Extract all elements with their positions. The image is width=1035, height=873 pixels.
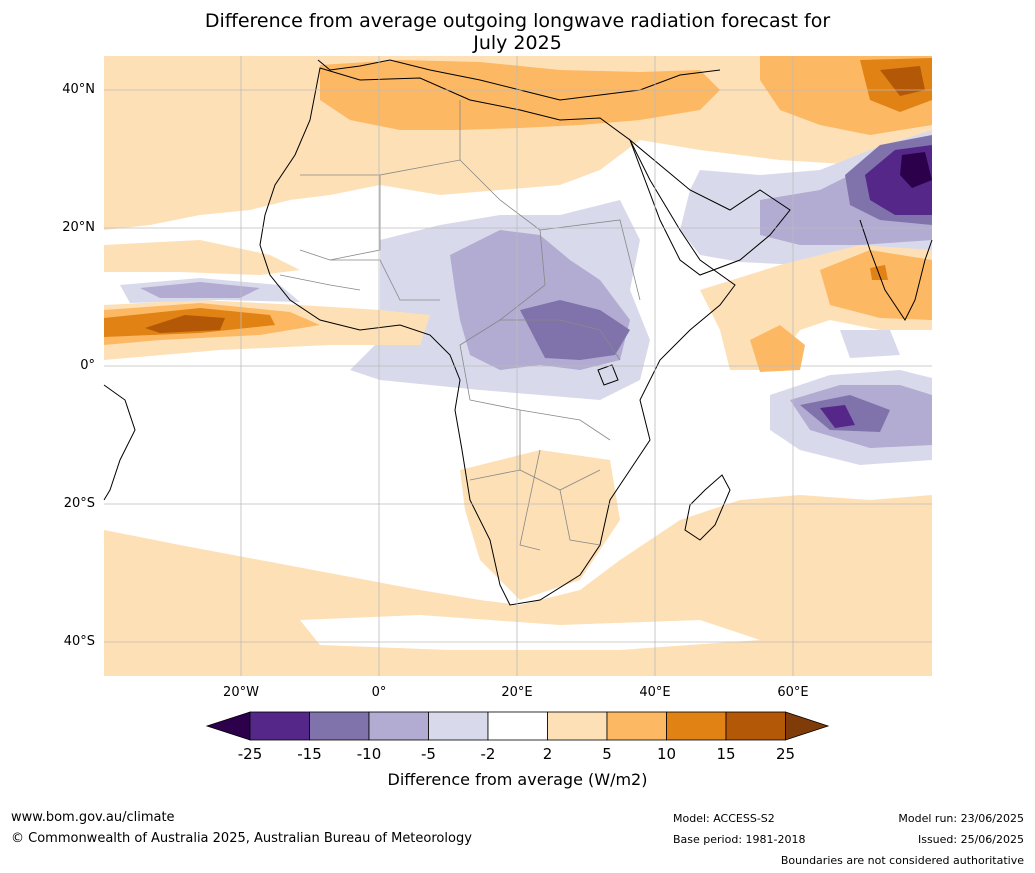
madagascar-coastline: [684, 474, 731, 541]
footer-base-period: Base period: 1981-2018: [673, 833, 806, 846]
anomaly-indian-ocean-5: [840, 330, 900, 358]
colorbar: [205, 711, 830, 741]
anomaly-arabian-sea-2: [820, 250, 932, 320]
footer-copyright: © Commonwealth of Australia 2025, Austra…: [11, 831, 472, 846]
title-line-2: July 2025: [473, 32, 562, 54]
anomaly-atlantic-negative-2: [140, 282, 260, 298]
colorbar-tick: 5: [602, 745, 612, 763]
lon-label-20e: 20°E: [501, 685, 533, 700]
anomaly-atlantic-4: [145, 315, 225, 333]
colorbar-tick: -5: [421, 745, 436, 763]
anomaly-arabian-sea-4: [870, 265, 888, 280]
colorbar-bin-7: [606, 711, 667, 741]
lat-label-20s: 20°S: [63, 496, 95, 511]
anomaly-north-positive: [104, 56, 932, 230]
lat-label-0: 0°: [80, 358, 95, 373]
colorbar-bin-3: [368, 711, 429, 741]
lon-label-40e: 40°E: [639, 685, 671, 700]
anomaly-indian-ocean-4: [820, 405, 855, 428]
africa-coastline: [259, 67, 736, 606]
colorbar-label: Difference from average (W/m2): [387, 770, 648, 789]
lat-label-40s: 40°S: [63, 634, 95, 649]
colorbar-bin-1: [249, 711, 310, 741]
lake-victoria: [597, 364, 619, 386]
anomaly-northeast-peak: [880, 66, 925, 96]
title-line-1: Difference from average outgoing longwav…: [204, 10, 831, 32]
colorbar-bin-2: [309, 711, 370, 741]
colorbar-tick: -15: [297, 745, 322, 763]
colorbar-tick: 2: [542, 745, 553, 763]
colorbar-bin-5: [487, 711, 548, 741]
colorbar-bin-9: [725, 711, 786, 741]
arabia-coastline: [628, 138, 791, 276]
lat-label-40n: 40°N: [62, 82, 95, 97]
gridlines: [104, 56, 932, 676]
lat-label-20n: 20°N: [62, 220, 95, 235]
chart-title: Difference from average outgoing longwav…: [0, 10, 1035, 54]
anomaly-west-strip: [104, 240, 300, 275]
country-borders: [279, 100, 641, 551]
colorbar-tick: 25: [775, 745, 796, 763]
lon-label-0: 0°: [371, 685, 387, 700]
colorbar-tick: 15: [716, 745, 736, 763]
colorbar-tick: -2: [480, 745, 496, 763]
anomaly-arabian-sea-3: [750, 325, 805, 372]
anomaly-south-gap: [300, 615, 760, 650]
footer-url[interactable]: www.bom.gov.au/climate: [11, 810, 175, 825]
anomaly-southern-africa: [460, 450, 620, 600]
colorbar-tick: -25: [237, 745, 263, 763]
footer-issued: Issued: 25/06/2025: [917, 833, 1024, 846]
colorbar-extend-low: [205, 711, 251, 741]
map-plot-area: [104, 56, 932, 676]
colorbar-extend-high: [785, 711, 830, 741]
anomaly-central-africa-3: [520, 300, 630, 360]
anomaly-bay-bengal-1: [900, 152, 932, 188]
lon-label-20w: 20°W: [223, 685, 259, 700]
colorbar-bin-6: [547, 711, 608, 741]
europe-coastline: [317, 59, 721, 101]
colorbar-tick: -10: [356, 745, 382, 763]
footer-model-run: Model run: 23/06/2025: [898, 812, 1024, 825]
colorbar-bin-4: [428, 711, 489, 741]
colorbar-bin-8: [666, 711, 727, 741]
south-america-coastline: [103, 384, 136, 501]
footer-disclaimer: Boundaries are not considered authoritat…: [780, 854, 1024, 867]
lon-label-60e: 60°E: [777, 685, 809, 700]
colorbar-tick: 10: [656, 745, 677, 763]
footer-model: Model: ACCESS-S2: [673, 812, 775, 825]
india-coastline: [859, 219, 933, 321]
